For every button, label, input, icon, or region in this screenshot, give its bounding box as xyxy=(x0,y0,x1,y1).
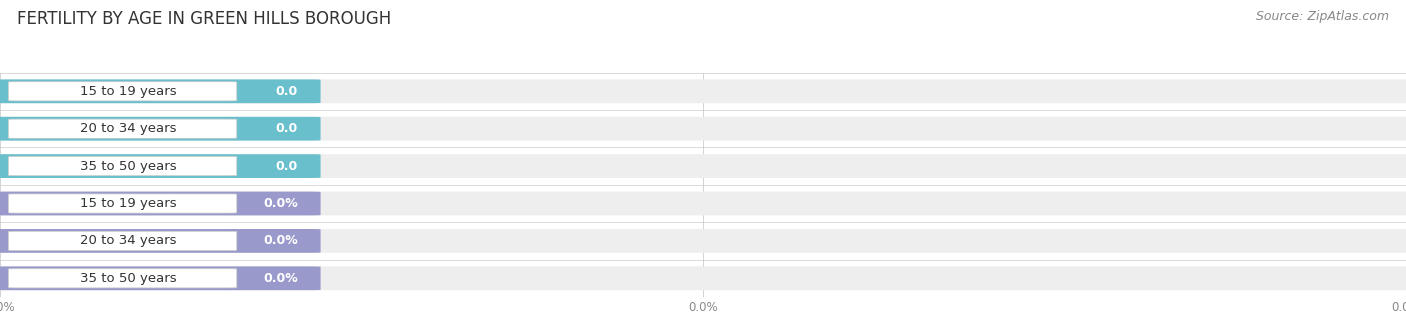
FancyBboxPatch shape xyxy=(0,80,321,103)
FancyBboxPatch shape xyxy=(8,269,236,288)
Text: 15 to 19 years: 15 to 19 years xyxy=(80,197,177,210)
FancyBboxPatch shape xyxy=(0,192,1406,215)
Text: Source: ZipAtlas.com: Source: ZipAtlas.com xyxy=(1256,10,1389,23)
FancyBboxPatch shape xyxy=(0,80,1406,103)
FancyBboxPatch shape xyxy=(0,117,321,141)
FancyBboxPatch shape xyxy=(8,82,236,101)
Text: 35 to 50 years: 35 to 50 years xyxy=(80,272,177,285)
FancyBboxPatch shape xyxy=(0,266,1406,290)
FancyBboxPatch shape xyxy=(8,231,236,250)
FancyBboxPatch shape xyxy=(8,156,236,176)
Text: FERTILITY BY AGE IN GREEN HILLS BOROUGH: FERTILITY BY AGE IN GREEN HILLS BOROUGH xyxy=(17,10,391,28)
Text: 20 to 34 years: 20 to 34 years xyxy=(80,122,177,135)
FancyBboxPatch shape xyxy=(0,117,1406,141)
FancyBboxPatch shape xyxy=(0,192,321,215)
Text: 0.0: 0.0 xyxy=(276,122,298,135)
FancyBboxPatch shape xyxy=(0,229,1406,253)
Text: 35 to 50 years: 35 to 50 years xyxy=(80,160,177,173)
FancyBboxPatch shape xyxy=(0,266,321,290)
FancyBboxPatch shape xyxy=(0,229,321,253)
FancyBboxPatch shape xyxy=(0,154,321,178)
FancyBboxPatch shape xyxy=(8,119,236,138)
Text: 0.0: 0.0 xyxy=(276,85,298,98)
Text: 0.0%: 0.0% xyxy=(263,272,298,285)
Text: 15 to 19 years: 15 to 19 years xyxy=(80,85,177,98)
FancyBboxPatch shape xyxy=(8,194,236,213)
Text: 20 to 34 years: 20 to 34 years xyxy=(80,234,177,248)
Text: 0.0: 0.0 xyxy=(276,160,298,173)
FancyBboxPatch shape xyxy=(0,154,1406,178)
Text: 0.0%: 0.0% xyxy=(263,234,298,248)
Text: 0.0%: 0.0% xyxy=(263,197,298,210)
